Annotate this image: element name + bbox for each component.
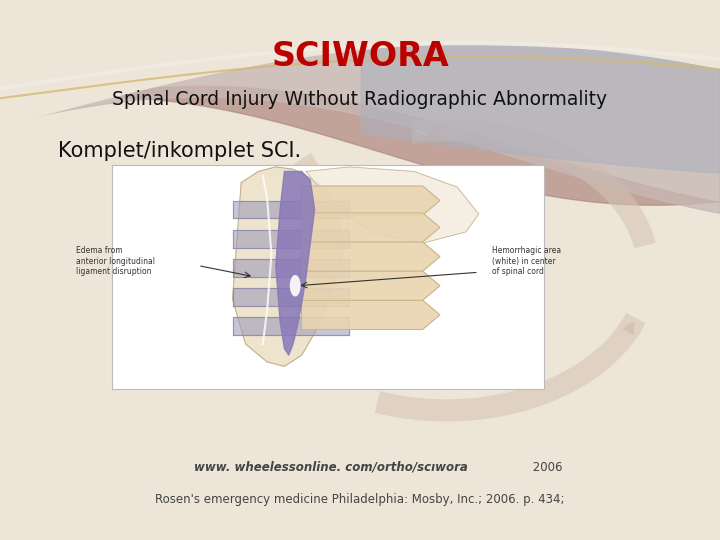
Polygon shape [233, 259, 349, 276]
Text: Spinal Cord Injury Wıthout Radiographic Abnormality: Spinal Cord Injury Wıthout Radiographic … [112, 90, 608, 110]
Text: www. wheelessonline. com/ortho/scıwora: www. wheelessonline. com/ortho/scıwora [194, 461, 468, 474]
Polygon shape [233, 317, 349, 335]
Ellipse shape [290, 275, 301, 296]
Polygon shape [302, 213, 440, 242]
Polygon shape [302, 300, 440, 329]
Text: Edema from
anterior longitudinal
ligament disruption: Edema from anterior longitudinal ligamen… [76, 246, 155, 276]
Polygon shape [302, 242, 440, 271]
Polygon shape [233, 167, 345, 366]
Polygon shape [233, 200, 349, 219]
Polygon shape [233, 230, 349, 248]
Polygon shape [276, 171, 315, 355]
Text: ANKARA
ÜNİVERSİTESİ
TIP FAKÜLTESİ: ANKARA ÜNİVERSİTESİ TIP FAKÜLTESİ [382, 176, 475, 219]
Text: SCIWORA: SCIWORA [271, 40, 449, 73]
Text: Hemorrhagic area
(white) in center
of spinal cord: Hemorrhagic area (white) in center of sp… [492, 246, 561, 276]
Text: 2006: 2006 [529, 461, 563, 474]
Text: Komplet/inkomplet SCI.: Komplet/inkomplet SCI. [58, 141, 301, 161]
Text: Rosen's emergency medicine Philadelphia: Mosby, Inc.; 2006. p. 434;: Rosen's emergency medicine Philadelphia:… [156, 493, 564, 506]
Polygon shape [306, 167, 479, 243]
Polygon shape [302, 186, 440, 215]
FancyBboxPatch shape [112, 165, 544, 389]
Polygon shape [302, 271, 440, 300]
Polygon shape [233, 288, 349, 306]
